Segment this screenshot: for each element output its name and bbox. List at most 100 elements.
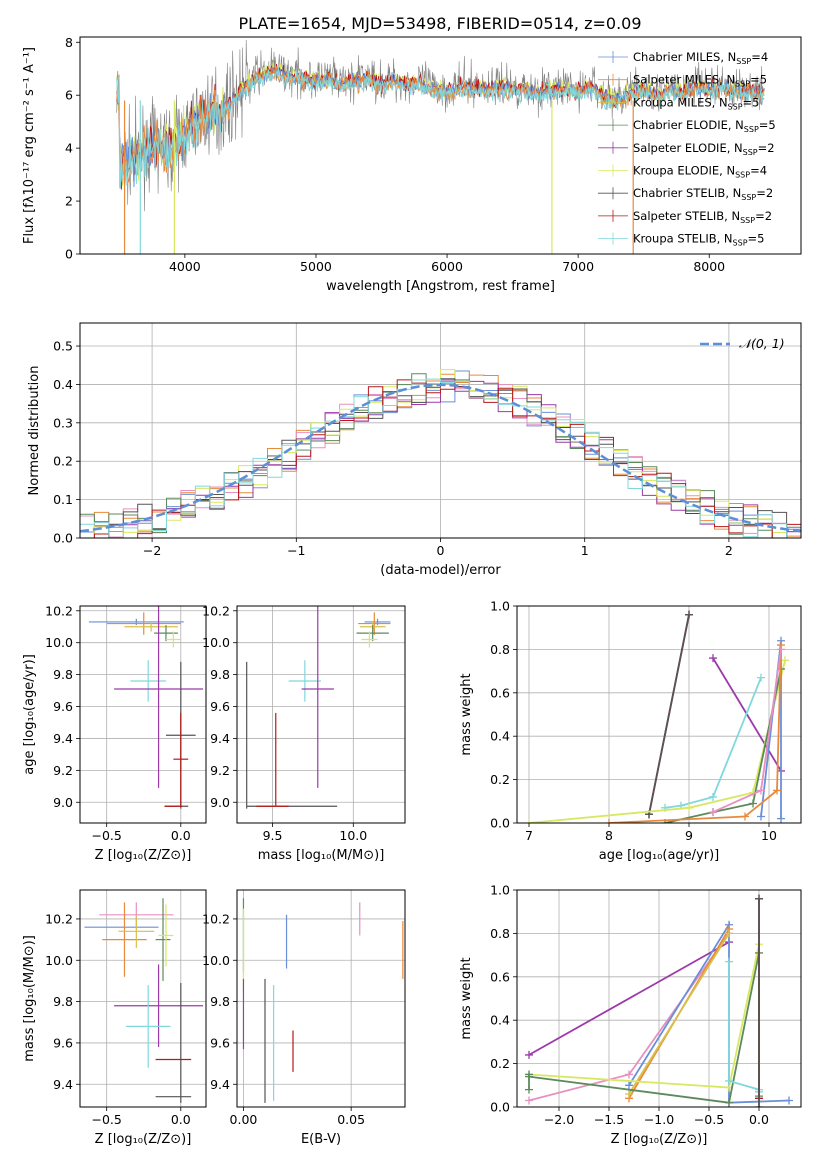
y-axis-label: mass weight	[459, 673, 474, 755]
x-tick-label: −0.5	[92, 1112, 122, 1127]
chart-mass_vs_Z: −0.5 0.0 9.4 9.6 9.8 10.0 10.2 Z [log₁₀(Z/Z⊙)] m…	[22, 889, 207, 1147]
weight-point-marker	[685, 610, 693, 619]
y-tick-label: 10.2	[202, 911, 230, 926]
legend-entry: Chabrier STELIB, NSSP=2	[633, 186, 773, 202]
weight-point-marker	[725, 957, 733, 966]
weight-point-marker	[757, 786, 765, 795]
y-tick-label: 0.1	[53, 492, 73, 507]
y-tick-label: 0.6	[490, 685, 510, 700]
x-tick-label: −0.5	[694, 1112, 724, 1127]
model-spectrum	[116, 68, 765, 187]
x-tick-label: 5000	[300, 259, 332, 274]
weight-point-marker	[725, 1098, 733, 1107]
plot-area	[525, 894, 793, 1107]
y-tick-label: 0.4	[490, 1013, 510, 1028]
y-tick-label: 4	[65, 141, 73, 156]
weight-series-line	[608, 645, 782, 823]
weight-series-line	[528, 952, 760, 1104]
weight-point-marker	[781, 656, 789, 665]
weight-point-marker	[757, 673, 765, 682]
y-tick-label: 0.6	[490, 969, 510, 984]
y-axis-label: Normed distribution	[27, 366, 42, 496]
weight-point-marker	[625, 1070, 633, 1079]
y-tick-label: 9.4	[210, 1077, 230, 1092]
y-tick-label: 9.8	[210, 994, 230, 1009]
chart-mass_weight_vs_Z: −2.0 −1.5 −1.0 −0.5 0.0 0.0 0.2 0.4 0.6 0.8 1.0 Z […	[459, 883, 802, 1147]
y-tick-label: 10.2	[45, 603, 73, 618]
axes-frame	[79, 889, 207, 1108]
weight-series-line	[648, 614, 690, 815]
weight-point-marker	[785, 1096, 793, 1105]
y-tick-label: 10.0	[202, 635, 230, 650]
legend-entry: Kroupa STELIB, NSSP=5	[633, 232, 764, 248]
weight-point-marker	[755, 894, 763, 903]
plot-area	[84, 898, 204, 1103]
y-tick-label: 0.2	[490, 772, 510, 787]
x-axis-label: Z [log₁₀(Z/Z⊙)]	[95, 848, 192, 863]
y-tick-label: 10.0	[202, 953, 230, 968]
y-tick-label: 0.4	[53, 377, 73, 392]
y-tick-label: 10.0	[45, 635, 73, 650]
y-axis-label: age [log₁₀(age/yr)]	[22, 654, 37, 775]
figure-title: PLATE=1654, MJD=53498, FIBERID=0514, z=0…	[238, 14, 641, 33]
x-tick-label: 0.0	[171, 1112, 191, 1127]
chart-mass_weight_vs_age: 7 8 9 10 0.0 0.2 0.4 0.6 0.8 1.0 age [log₁₀(age/yr…	[459, 599, 802, 863]
chart-residuals: −2 −1 0 1 2 0.0 0.1 0.2 0.3 0.4 0.5 (data-model)/er…	[27, 322, 802, 578]
x-tick-label: −1.0	[644, 1112, 674, 1127]
plot-area	[116, 39, 765, 254]
y-tick-label: 0.0	[490, 1100, 510, 1115]
weight-point-marker	[605, 819, 613, 823]
weight-point-marker	[757, 812, 765, 821]
x-tick-label: −2	[143, 543, 161, 558]
x-tick-label: −1.5	[594, 1112, 624, 1127]
plot-area	[242, 898, 404, 1103]
y-tick-label: 0	[65, 247, 73, 262]
y-tick-label: 9.8	[53, 667, 73, 682]
weight-point-marker	[749, 799, 757, 808]
weight-series-line	[528, 941, 730, 1056]
y-tick-label: 9.6	[210, 1035, 230, 1050]
x-tick-label: −2.0	[544, 1112, 574, 1127]
y-tick-label: 10.2	[45, 911, 73, 926]
axes-frame	[516, 889, 802, 1108]
y-tick-label: 9.4	[210, 731, 230, 746]
weight-point-marker	[777, 645, 785, 654]
weight-point-marker	[741, 812, 749, 821]
weight-point-marker	[725, 1076, 733, 1085]
y-tick-label: 9.6	[53, 1035, 73, 1050]
y-tick-label: 10.2	[202, 603, 230, 618]
weight-series-line	[628, 932, 730, 1095]
weight-point-marker	[685, 803, 693, 812]
x-tick-label: 0.00	[230, 1112, 258, 1127]
axes-frame	[79, 322, 802, 539]
legend-entry: Chabrier MILES, NSSP=4	[633, 50, 768, 66]
y-tick-label: 9.8	[53, 994, 73, 1009]
legend-entry: Kroupa ELODIE, NSSP=4	[633, 164, 767, 180]
weight-point-marker	[777, 814, 785, 823]
y-tick-label: 9.2	[53, 763, 73, 778]
x-tick-label: 8000	[693, 259, 725, 274]
y-tick-label: 0.2	[53, 454, 73, 469]
y-tick-label: 9.0	[53, 795, 73, 810]
weight-point-marker	[525, 1085, 533, 1094]
x-tick-label: 9	[685, 828, 693, 843]
y-tick-label: 9.4	[53, 1077, 73, 1092]
x-axis-label: mass [log₁₀(M/M⊙)]	[258, 848, 385, 863]
x-tick-label: 6000	[431, 259, 463, 274]
axes-frame	[79, 36, 802, 255]
weight-point-marker	[755, 1103, 763, 1107]
y-tick-label: 0.2	[490, 1056, 510, 1071]
x-tick-label: 8	[605, 828, 613, 843]
axes-frame	[236, 889, 406, 1108]
plot-area	[88, 606, 204, 809]
y-tick-label: 0.3	[53, 415, 73, 430]
y-tick-label: 2	[65, 194, 73, 209]
x-tick-label: 10.0	[339, 828, 367, 843]
y-axis-label: mass weight	[459, 957, 474, 1039]
x-axis-label: Z [log₁₀(Z/Z⊙)]	[95, 1132, 192, 1147]
weight-point-marker	[709, 792, 717, 801]
y-tick-label: 0.8	[490, 642, 510, 657]
x-tick-label: 7	[525, 828, 533, 843]
x-tick-label: 0.05	[337, 1112, 365, 1127]
